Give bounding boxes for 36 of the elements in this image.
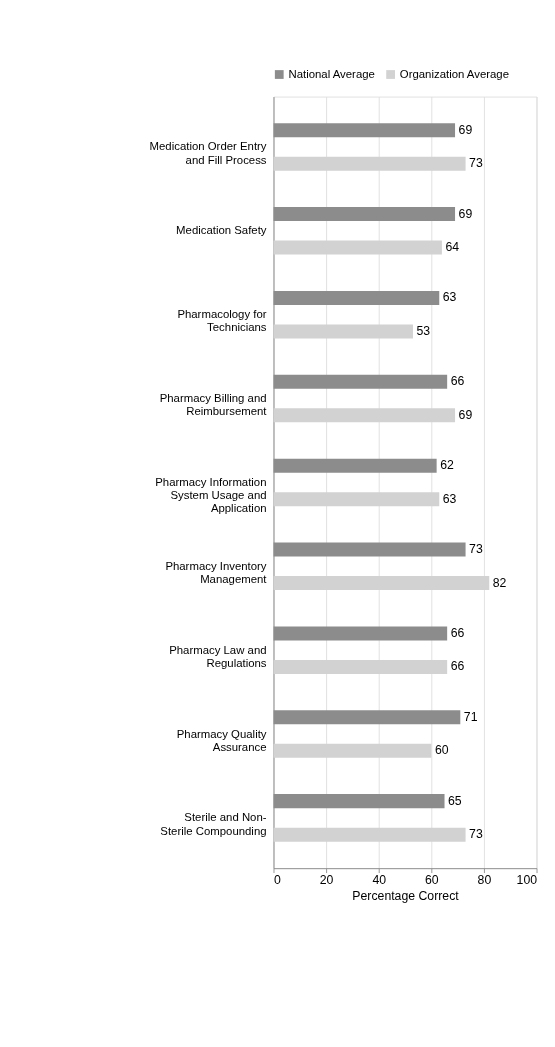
data-label: 73: [469, 542, 483, 557]
x-tick-label: 0: [273, 873, 281, 888]
x-tick-label: 80: [477, 873, 492, 888]
data-label: 53: [416, 323, 431, 338]
data-label: 69: [458, 122, 473, 137]
y-tick-label: Pharmacy Quality Assurance: [176, 727, 267, 753]
x-tick-label: 60: [424, 873, 439, 888]
y-tick-label: Medication Safety: [176, 224, 267, 237]
y-tick-label: Pharmacology for Technicians: [177, 308, 267, 334]
data-label: 63: [442, 491, 457, 506]
x-axis-title: Percentage Correct: [352, 889, 460, 904]
y-tick-label: Pharmacy Inventory Management: [165, 559, 268, 585]
data-label: 65: [448, 793, 462, 808]
y-tick-label: Sterile and Non-Sterile Compounding: [160, 811, 267, 837]
data-label: 60: [434, 743, 449, 758]
data-label: 66: [450, 374, 465, 389]
data-label: 82: [492, 575, 507, 590]
data-label: 71: [463, 709, 478, 724]
legend-label: Organization Average: [399, 68, 510, 81]
y-tick-label: Pharmacy Law and Regulations: [169, 643, 267, 669]
x-tick-label: 100: [516, 873, 538, 888]
x-tick-label: 20: [319, 873, 334, 888]
data-label: 64: [445, 240, 460, 255]
data-label: 73: [469, 827, 483, 842]
y-tick-label: Pharmacy Billing and Reimbursement: [159, 392, 268, 418]
data-label: 69: [458, 407, 473, 422]
legend-label: National Average: [288, 68, 375, 81]
y-tick-label: Pharmacy Information System Usage and Application: [155, 475, 267, 515]
data-label: 66: [450, 625, 465, 640]
data-label: 66: [450, 659, 465, 674]
data-label: 69: [458, 206, 473, 221]
data-label: 73: [469, 156, 483, 171]
y-tick-label: Medication Order Entry and Fill Process: [149, 140, 267, 166]
data-label: 63: [442, 290, 457, 305]
data-label: 62: [440, 458, 454, 473]
x-tick-label: 40: [372, 873, 387, 888]
